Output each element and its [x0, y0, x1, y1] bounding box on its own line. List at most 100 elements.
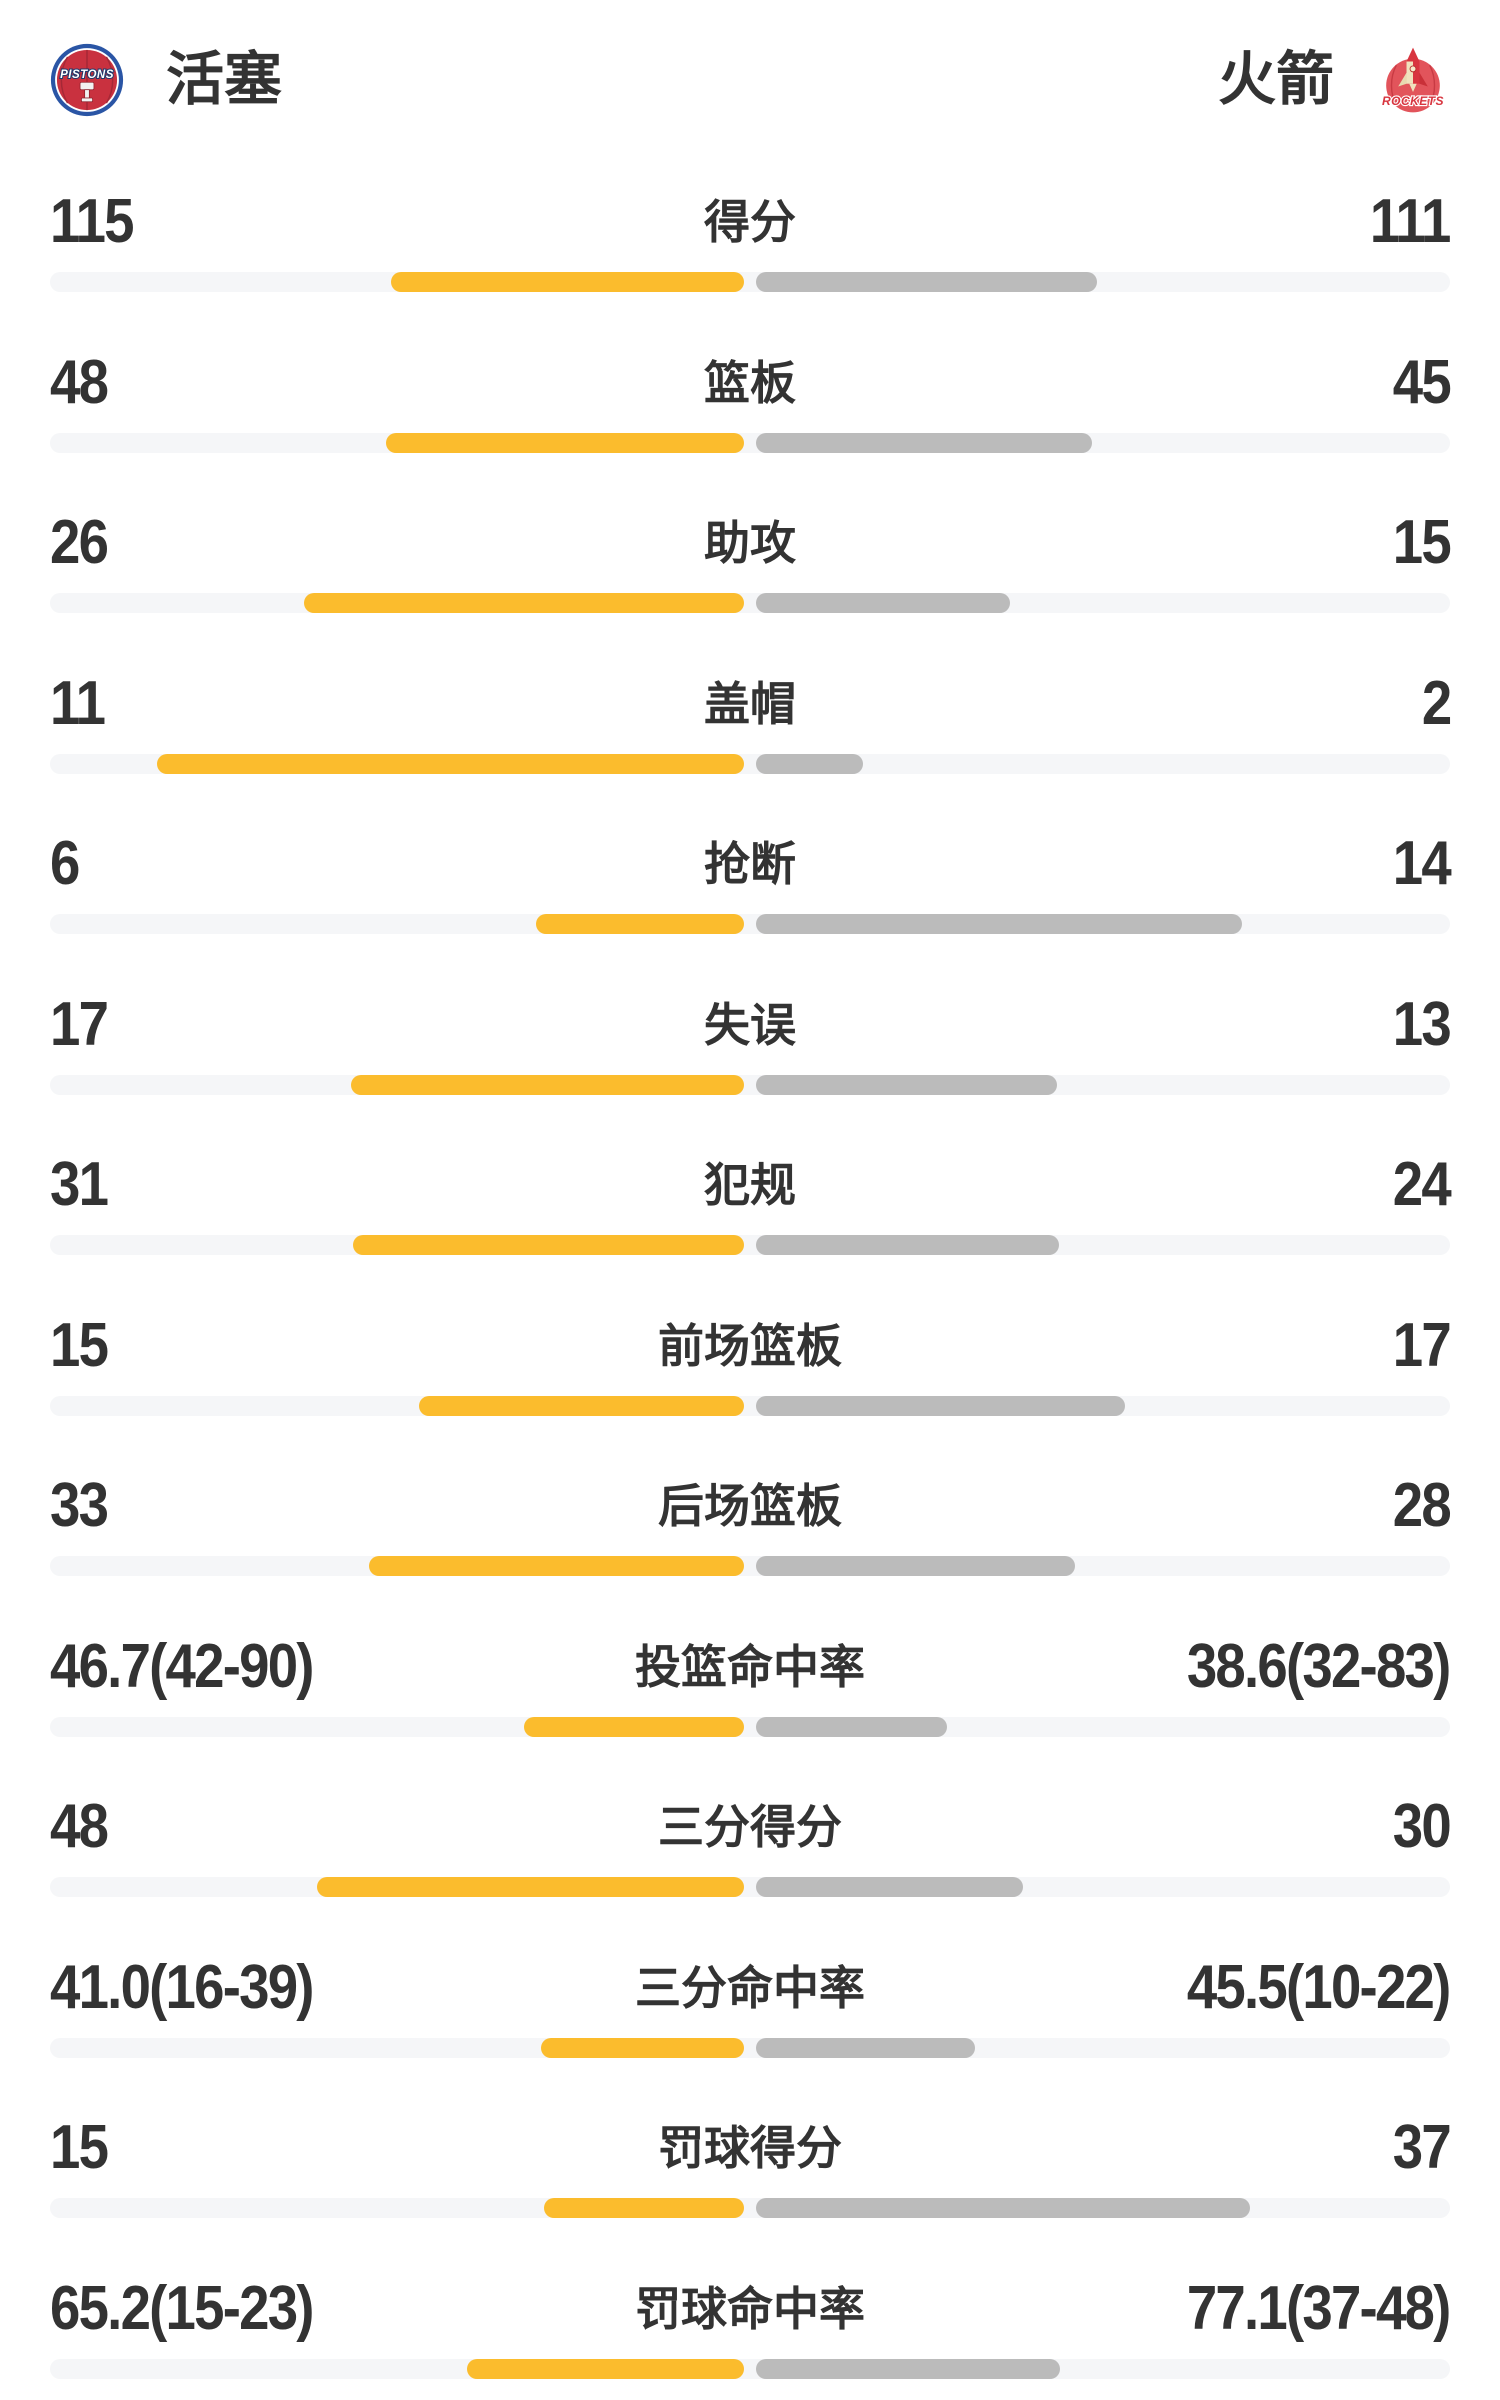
stat-home-value: 48 [50, 1792, 109, 1861]
stat-bar-home [317, 1877, 744, 1897]
stat-row: 33 后场篮板 28 [50, 1434, 1452, 1595]
stat-home-value: 11 [50, 668, 106, 738]
stat-bar-home [536, 914, 744, 934]
stat-label: 犯规 [704, 1159, 796, 1211]
stat-away-value: 30 [1392, 1792, 1452, 1861]
stat-label: 篮板 [704, 356, 796, 409]
stat-bar-away [756, 1235, 1059, 1255]
stat-label: 得分 [704, 196, 796, 248]
stat-home-value: 41.0(16-39) [50, 1952, 314, 2022]
stat-bar-away [756, 1395, 1125, 1416]
stat-away-value: 45.5(10-22) [1187, 1952, 1451, 2022]
team-home: PISTONS 活塞 [50, 43, 282, 117]
svg-text:ROCKETS: ROCKETS [1382, 94, 1444, 108]
stat-row: 17 失误 13 [50, 953, 1452, 1114]
stat-bar-track [50, 2358, 1450, 2379]
svg-text:PISTONS: PISTONS [60, 69, 114, 81]
stat-bar-home [541, 2037, 744, 2058]
stat-bar-away [756, 914, 1242, 934]
stat-away-value: 77.1(37-48) [1187, 2273, 1451, 2343]
stat-bar-track [50, 593, 1450, 613]
stat-bar-home [419, 1395, 744, 1416]
pistons-logo-icon: PISTONS [50, 43, 124, 117]
stat-bar-home [157, 753, 744, 774]
stat-bar-away [756, 272, 1097, 292]
stat-bar-away [756, 1556, 1075, 1576]
stat-label: 助攻 [704, 517, 796, 569]
stat-row: 115 得分 111 [50, 150, 1452, 311]
stat-label: 后场篮板 [658, 1480, 842, 1532]
stat-away-value: 2 [1421, 668, 1451, 738]
stat-away-value: 13 [1392, 989, 1452, 1059]
stat-away-value: 37 [1392, 2113, 1452, 2182]
stat-row: 26 助攻 15 [50, 471, 1452, 632]
stat-home-value: 6 [50, 829, 80, 898]
stat-bar-away [756, 2037, 975, 2058]
stat-home-value: 31 [50, 1150, 109, 1219]
stat-away-value: 45 [1392, 347, 1452, 417]
stat-bar-away [756, 1877, 1023, 1897]
stat-row: 46.7(42-90) 投篮命中率 38.6(32-83) [50, 1595, 1452, 1756]
stat-bar-home [544, 2198, 744, 2218]
stat-bar-track [50, 2037, 1450, 2058]
stat-bar-home [304, 593, 744, 613]
stat-away-value: 15 [1392, 508, 1452, 577]
stat-away-value: 24 [1392, 1150, 1452, 1219]
stat-bar-away [756, 1074, 1057, 1095]
stat-away-value: 17 [1392, 1310, 1452, 1380]
stat-home-value: 115 [50, 187, 135, 256]
stat-bar-track [50, 432, 1450, 453]
stat-row: 11 盖帽 2 [50, 632, 1452, 793]
stat-label: 三分命中率 [635, 1961, 865, 2014]
stat-home-value: 17 [50, 989, 109, 1059]
stat-bar-away [756, 2358, 1060, 2379]
stat-away-value: 38.6(32-83) [1187, 1631, 1451, 1701]
stat-home-value: 26 [50, 508, 109, 577]
stat-home-value: 15 [50, 1310, 109, 1380]
stat-bar-away [756, 432, 1092, 453]
stat-bar-away [756, 1716, 947, 1737]
stat-home-value: 48 [50, 347, 109, 417]
stat-away-value: 111 [1370, 187, 1451, 256]
stat-bar-away [756, 753, 863, 774]
stat-label: 罚球得分 [658, 2122, 842, 2174]
team-home-name: 活塞 [166, 47, 283, 112]
stat-label: 盖帽 [704, 677, 796, 730]
stat-row: 15 罚球得分 37 [50, 2076, 1452, 2237]
stat-home-value: 33 [50, 1471, 109, 1540]
header: PISTONS 活塞 火箭 [50, 30, 1450, 130]
stat-label: 三分得分 [658, 1801, 842, 1853]
stat-home-value: 46.7(42-90) [50, 1631, 314, 1701]
stat-bar-track [50, 1395, 1450, 1416]
stat-row: 31 犯规 24 [50, 1113, 1452, 1274]
stat-bar-home [467, 2358, 744, 2379]
stat-bar-away [756, 593, 1010, 613]
stat-bar-track [50, 1074, 1450, 1095]
stat-label: 投篮命中率 [635, 1640, 865, 1693]
stat-bar-away [756, 2198, 1250, 2218]
stat-label: 前场篮板 [658, 1319, 842, 1372]
stat-home-value: 65.2(15-23) [50, 2273, 314, 2343]
stats-list: 115 得分 111 48 篮板 45 26 助攻 15 11 盖帽 2 6 抢… [50, 150, 1452, 2398]
stat-bar-home [369, 1556, 744, 1576]
stat-bar-track [50, 1877, 1450, 1897]
stat-bar-home [351, 1074, 744, 1095]
rockets-logo-icon: ROCKETS [1381, 47, 1445, 113]
stat-home-value: 15 [50, 2113, 109, 2182]
stat-row: 65.2(15-23) 罚球命中率 77.1(37-48) [50, 2237, 1452, 2398]
stat-label: 失误 [704, 998, 796, 1051]
stat-row: 6 抢断 14 [50, 792, 1452, 953]
stat-bar-track [50, 1556, 1450, 1576]
stat-bar-track [50, 272, 1450, 292]
stat-row: 48 篮板 45 [50, 311, 1452, 472]
stat-row: 15 前场篮板 17 [50, 1274, 1452, 1435]
stat-away-value: 14 [1392, 829, 1452, 898]
stat-away-value: 28 [1392, 1471, 1452, 1540]
stat-bar-track [50, 1716, 1450, 1737]
team-away: 火箭 ROCKETS [1218, 43, 1450, 117]
stat-bar-track [50, 1235, 1450, 1255]
team-away-name: 火箭 [1217, 47, 1334, 112]
stat-bar-home [524, 1716, 744, 1737]
stat-label: 抢断 [704, 838, 796, 890]
